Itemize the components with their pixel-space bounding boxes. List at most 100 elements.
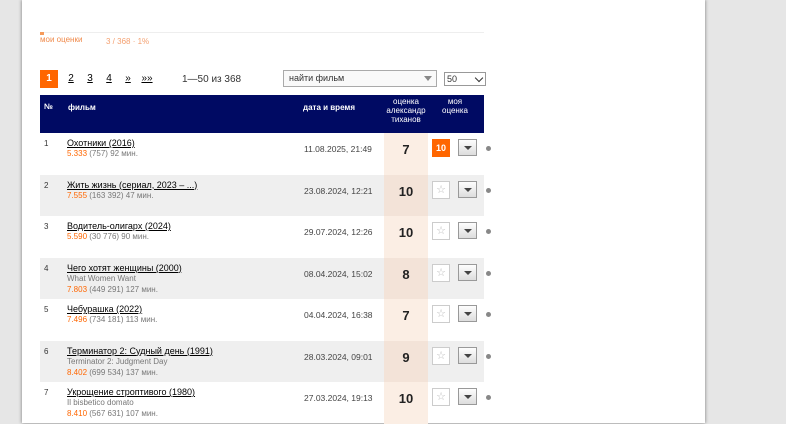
film-meta: 8.410 (567 631) 107 мин. (67, 409, 158, 418)
row-number: 4 (44, 263, 49, 273)
row-number: 1 (44, 139, 49, 148)
film-kp-rating: 5.590 (67, 232, 88, 241)
ratings-table-body: 1 Охотники (2016) 5.333 (757) 92 мин. 11.08… (40, 133, 491, 424)
film-title-link[interactable]: Жить жизнь (сериал, 2023 – ...) (67, 179, 198, 190)
page-range-text: 1—50 из 368 (182, 73, 242, 85)
next-page-link[interactable]: » (125, 73, 131, 84)
film-meta: 5.333 (757) 92 мин. (67, 149, 138, 158)
film-kp-rating: 8.402 (67, 367, 88, 377)
rating-date: 29.07.2024, 12:26 (304, 227, 373, 237)
row-menu-dot-icon[interactable] (486, 187, 491, 193)
my-score-dropdown[interactable] (458, 180, 477, 198)
film-search-placeholder: найти фильм (289, 73, 345, 83)
film-search-select[interactable]: найти фильм (283, 70, 437, 87)
my-score-dropdown[interactable] (458, 305, 477, 322)
film-kp-rating: 7.496 (67, 315, 88, 324)
table-row: 4 Чего хотят женщины (2000) What Women Wan… (40, 257, 491, 299)
rating-date: 11.08.2025, 21:49 (304, 144, 372, 154)
film-meta: 7.555 (163 392) 47 мин. (67, 191, 153, 200)
film-length: 90 мин. (121, 232, 150, 241)
ratings-progress-bar (40, 32, 484, 35)
row-menu-dot-icon[interactable] (486, 229, 491, 234)
rating-date: 28.03.2024, 09:01 (304, 351, 373, 362)
user-score: 10 (384, 174, 428, 216)
table-header: № фильм дата и время оценка александр ти… (40, 95, 484, 133)
pagination: 1 2 3 4 » »» 1—50 из 368 (40, 70, 241, 88)
film-votes: (449 291) (89, 284, 124, 294)
film-title-link[interactable]: Охотники (2016) (67, 138, 135, 148)
user-score: 10 (384, 382, 428, 424)
my-score-dropdown[interactable] (458, 263, 477, 281)
row-menu-dot-icon[interactable] (486, 395, 491, 400)
table-row: 5 Чебурашка (2022) 7.496 (734 181) 113 мин… (40, 299, 491, 341)
row-menu-dot-icon[interactable] (486, 312, 491, 317)
film-original-title: Il bisbetico domato (67, 398, 134, 407)
film-meta: 7.496 (734 181) 113 мин. (67, 315, 157, 324)
film-votes: (699 534) (89, 367, 124, 377)
film-original-title: What Women Want (67, 273, 136, 283)
film-kp-rating: 8.410 (67, 409, 88, 418)
star-icon[interactable]: ☆ (432, 222, 450, 240)
table-row: 3 Водитель-олигарх (2024) 5.590 (30 776) 9… (40, 216, 491, 258)
header-user-score-line3: тиханов (391, 115, 421, 124)
row-menu-dot-icon[interactable] (486, 353, 491, 359)
header-my-score[interactable]: моя оценка (435, 97, 475, 115)
page-link-2[interactable]: 2 (68, 73, 74, 84)
user-score: 9 (384, 340, 428, 382)
user-score: 7 (384, 299, 428, 341)
user-score: 7 (384, 133, 428, 175)
row-number: 6 (44, 346, 49, 356)
film-votes: (30 776) (89, 232, 120, 241)
film-title-link[interactable]: Терминатор 2: Судный день (1991) (67, 345, 213, 356)
per-page-select[interactable]: 50 (444, 72, 486, 86)
film-length: 92 мин. (110, 149, 138, 158)
film-title-link[interactable]: Укрощение строптивого (1980) (67, 387, 196, 397)
film-length: 107 мин. (125, 409, 158, 418)
user-score: 8 (384, 257, 428, 299)
film-kp-rating: 7.803 (67, 284, 88, 294)
page-link-1[interactable]: 1 (40, 70, 58, 88)
my-score-dropdown[interactable] (458, 139, 477, 156)
my-score-dropdown[interactable] (458, 222, 477, 239)
star-icon[interactable]: ☆ (432, 388, 450, 406)
page-link-3[interactable]: 3 (87, 73, 93, 84)
film-title-link[interactable]: Чебурашка (2022) (67, 304, 143, 314)
film-votes: (757) (89, 149, 108, 158)
row-menu-dot-icon[interactable] (486, 146, 491, 151)
film-length: 113 мин. (125, 315, 158, 324)
per-page-value: 50 (447, 74, 458, 84)
film-meta: 5.590 (30 776) 90 мин. (67, 232, 149, 241)
star-icon[interactable]: ☆ (432, 180, 450, 199)
my-score-dropdown[interactable] (458, 346, 477, 364)
film-votes: (163 392) (89, 190, 124, 200)
row-number: 3 (44, 222, 49, 231)
my-ratings-link[interactable]: мои оценки (40, 35, 83, 44)
header-user-score[interactable]: оценка александр тиханов (384, 97, 428, 124)
header-user-score-line2: александр (386, 106, 426, 115)
chevron-down-icon (424, 76, 432, 81)
last-page-link[interactable]: »» (141, 73, 153, 84)
star-icon[interactable]: ☆ (432, 305, 450, 323)
film-title-link[interactable]: Водитель-олигарх (2024) (67, 221, 171, 231)
user-score: 10 (384, 216, 428, 258)
row-menu-dot-icon[interactable] (486, 270, 491, 276)
table-row: 6 Терминатор 2: Судный день (1991) Termina… (40, 340, 491, 382)
rating-date: 04.04.2024, 16:38 (304, 310, 373, 320)
star-icon[interactable]: ☆ (432, 263, 450, 282)
film-kp-rating: 7.555 (67, 190, 88, 200)
header-film[interactable]: фильм (68, 103, 96, 112)
table-row: 1 Охотники (2016) 5.333 (757) 92 мин. 11.08… (40, 133, 491, 175)
my-score-box[interactable]: 10 (432, 139, 450, 157)
header-date[interactable]: дата и время (303, 103, 355, 112)
table-row: 7 Укрощение строптивого (1980) Il bisbetic… (40, 382, 491, 424)
my-ratings-count: 3 / 368 · 1% (106, 37, 150, 46)
film-original-title: Terminator 2: Judgment Day (67, 356, 168, 366)
page-link-4[interactable]: 4 (106, 73, 112, 84)
my-score-dropdown[interactable] (458, 388, 477, 405)
table-row: 2 Жить жизнь (сериал, 2023 – ...) 7.555 (1… (40, 174, 491, 216)
film-title-link[interactable]: Чего хотят женщины (2000) (67, 262, 182, 273)
rating-date: 08.04.2024, 15:02 (304, 268, 373, 279)
film-length: 47 мин. (125, 190, 154, 200)
star-icon[interactable]: ☆ (432, 346, 450, 365)
header-my-score-line2: оценка (442, 106, 468, 115)
